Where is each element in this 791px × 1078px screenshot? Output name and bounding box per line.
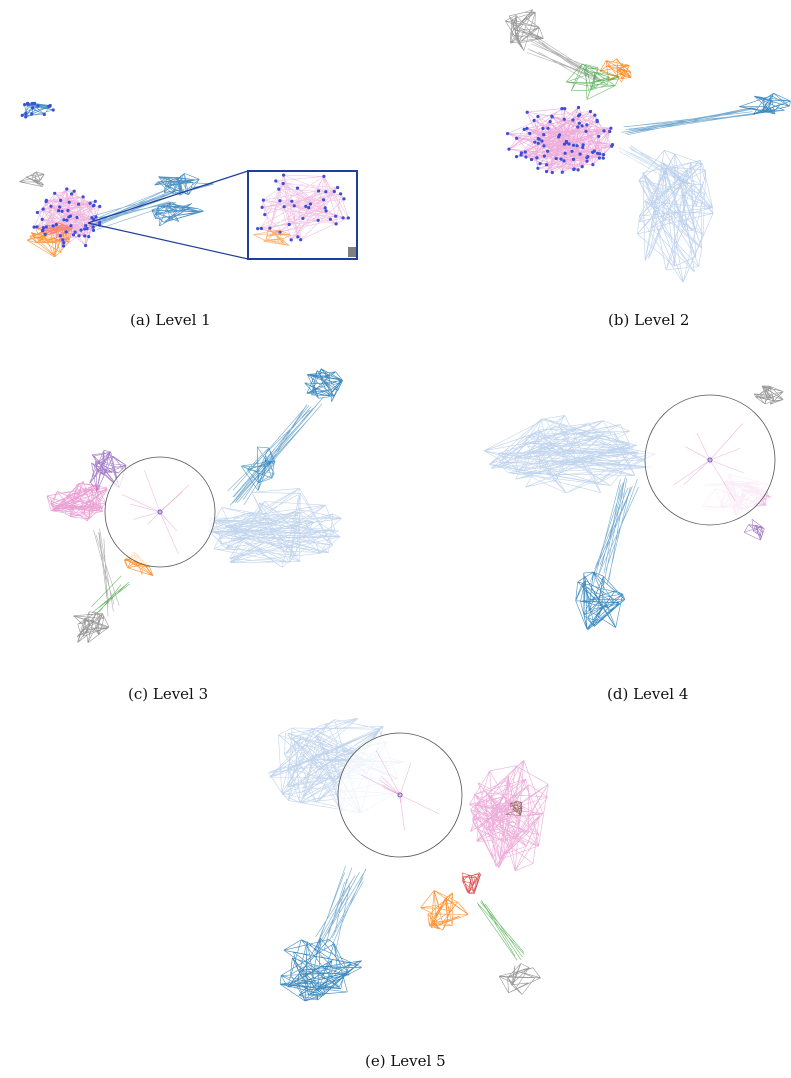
edges-blue bbox=[314, 865, 367, 955]
cluster-light-blue bbox=[207, 488, 342, 568]
caption-level-5: (e) Level 5 bbox=[365, 1052, 446, 1070]
cluster-pink bbox=[506, 105, 615, 175]
cluster-gray bbox=[498, 963, 541, 995]
cluster-pink bbox=[469, 759, 549, 872]
panel-a-level-1 bbox=[0, 85, 370, 270]
cluster-blue-isolated bbox=[20, 101, 55, 119]
cluster-orange bbox=[599, 58, 632, 83]
network-graph-level-4 bbox=[483, 385, 784, 631]
cluster-blue bbox=[279, 937, 362, 1002]
edges-green bbox=[91, 575, 130, 614]
cluster-orange bbox=[420, 890, 469, 931]
cluster-gray bbox=[505, 9, 544, 51]
fisheye-lens bbox=[644, 394, 776, 526]
caption-level-3: (c) Level 3 bbox=[128, 685, 209, 703]
edges-green bbox=[476, 900, 525, 961]
network-graph-level-1 bbox=[19, 101, 358, 260]
network-graph-level-5 bbox=[268, 717, 549, 1002]
zoom-inset bbox=[87, 170, 358, 260]
caption-level-4: (d) Level 4 bbox=[607, 685, 689, 703]
cluster-blue-top bbox=[304, 368, 343, 402]
cluster-light-blue bbox=[483, 415, 656, 494]
fisheye-lens bbox=[104, 456, 216, 568]
inset-pink bbox=[256, 173, 350, 242]
network-graph-level-2 bbox=[505, 9, 791, 283]
caption-level-1: (a) Level 1 bbox=[130, 311, 211, 329]
cluster-blue-right-bottom bbox=[151, 201, 204, 227]
network-graph-level-3 bbox=[46, 368, 343, 643]
cluster-green bbox=[565, 63, 620, 100]
panel-d-level-4 bbox=[480, 375, 791, 640]
caption-level-2: (b) Level 2 bbox=[608, 311, 690, 329]
cluster-gray bbox=[19, 171, 45, 187]
cluster-gray bbox=[753, 385, 784, 405]
inset-orange bbox=[253, 228, 291, 246]
panel-c-level-3 bbox=[35, 360, 375, 650]
cluster-blue-right-top bbox=[154, 173, 214, 196]
cluster-pink bbox=[32, 187, 102, 248]
cluster-blue bbox=[575, 571, 626, 631]
cluster-gray bbox=[73, 611, 110, 643]
edges-to-blue bbox=[621, 106, 759, 136]
edges-gray-green bbox=[526, 36, 604, 84]
cluster-pink bbox=[46, 480, 108, 522]
panel-b-level-2 bbox=[495, 0, 791, 295]
edges-blue bbox=[227, 397, 324, 506]
cluster-blue bbox=[739, 92, 791, 115]
cluster-purple bbox=[89, 450, 127, 492]
cluster-blue-mid bbox=[240, 446, 276, 491]
panel-e-level-5 bbox=[265, 705, 570, 1010]
cluster-purple bbox=[743, 519, 765, 541]
edges-to-light-blue bbox=[618, 144, 690, 188]
edges-gray bbox=[93, 528, 120, 617]
cluster-red bbox=[461, 872, 482, 895]
cluster-brown bbox=[505, 800, 523, 816]
edges-blue bbox=[589, 476, 639, 585]
fisheye-lens bbox=[337, 732, 463, 858]
